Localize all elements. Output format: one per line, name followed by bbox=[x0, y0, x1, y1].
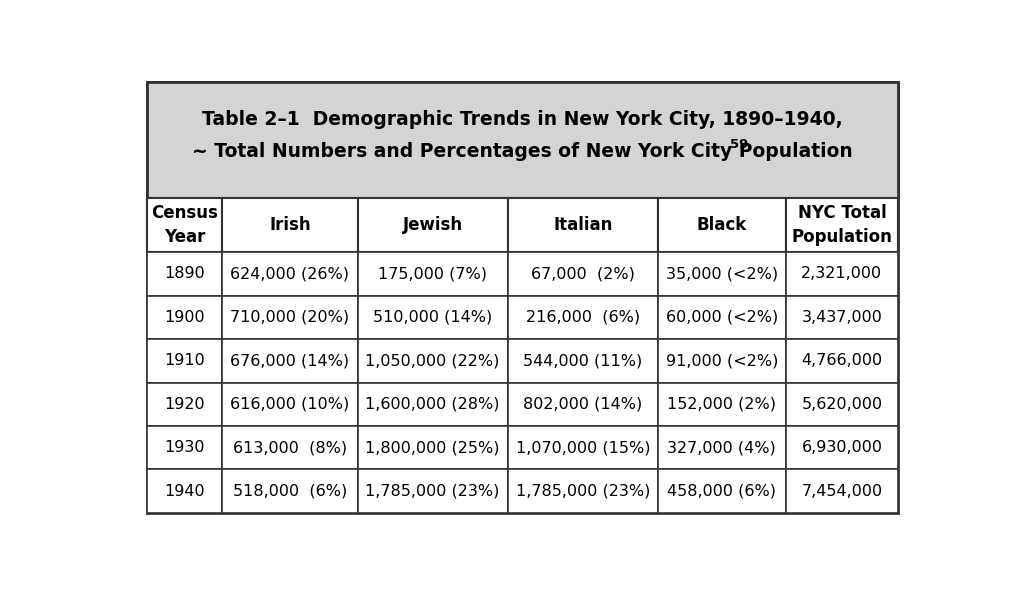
Bar bbox=[147, 198, 898, 252]
Text: 152,000 (2%): 152,000 (2%) bbox=[666, 397, 775, 412]
Text: Irish: Irish bbox=[269, 216, 311, 234]
Text: 6,930,000: 6,930,000 bbox=[801, 440, 881, 455]
Bar bbox=[507, 339, 657, 382]
Text: ~ Total Numbers and Percentages of New York City Population: ~ Total Numbers and Percentages of New Y… bbox=[193, 142, 852, 161]
Bar bbox=[785, 339, 898, 382]
Bar bbox=[358, 469, 507, 513]
Bar bbox=[657, 382, 785, 426]
Text: 91,000 (<2%): 91,000 (<2%) bbox=[665, 353, 777, 368]
Text: 327,000 (4%): 327,000 (4%) bbox=[666, 440, 775, 455]
Text: 3,437,000: 3,437,000 bbox=[801, 310, 881, 325]
Text: 4,766,000: 4,766,000 bbox=[801, 353, 881, 368]
Text: 613,000  (8%): 613,000 (8%) bbox=[232, 440, 346, 455]
Bar bbox=[358, 426, 507, 469]
Bar bbox=[507, 296, 657, 339]
Text: 2,321,000: 2,321,000 bbox=[801, 266, 881, 282]
Bar bbox=[358, 382, 507, 426]
Bar bbox=[785, 296, 898, 339]
Text: 1,785,000 (23%): 1,785,000 (23%) bbox=[516, 484, 649, 499]
Text: 710,000 (20%): 710,000 (20%) bbox=[230, 310, 350, 325]
Bar bbox=[222, 198, 358, 252]
Bar bbox=[222, 382, 358, 426]
Text: 5,620,000: 5,620,000 bbox=[801, 397, 881, 412]
Text: 1,070,000 (15%): 1,070,000 (15%) bbox=[515, 440, 649, 455]
Bar bbox=[222, 252, 358, 296]
Bar bbox=[147, 252, 222, 296]
Text: Table 2–1  Demographic Trends in New York City, 1890–1940,: Table 2–1 Demographic Trends in New York… bbox=[202, 110, 843, 129]
Text: 544,000 (11%): 544,000 (11%) bbox=[523, 353, 642, 368]
Text: 1910: 1910 bbox=[164, 353, 205, 368]
Bar bbox=[147, 426, 222, 469]
Text: 59: 59 bbox=[730, 138, 747, 151]
Text: 616,000 (10%): 616,000 (10%) bbox=[230, 397, 350, 412]
Bar bbox=[785, 426, 898, 469]
Bar bbox=[147, 82, 898, 198]
Bar bbox=[657, 426, 785, 469]
Text: 1,800,000 (25%): 1,800,000 (25%) bbox=[365, 440, 499, 455]
Bar bbox=[147, 382, 222, 426]
Bar bbox=[222, 339, 358, 382]
Bar bbox=[358, 252, 507, 296]
Bar bbox=[657, 198, 785, 252]
Text: Jewish: Jewish bbox=[403, 216, 463, 234]
Bar bbox=[657, 296, 785, 339]
Bar bbox=[358, 296, 507, 339]
Text: Italian: Italian bbox=[552, 216, 612, 234]
Bar bbox=[358, 339, 507, 382]
Bar bbox=[507, 382, 657, 426]
Bar bbox=[222, 296, 358, 339]
Bar bbox=[147, 296, 222, 339]
Text: 802,000 (14%): 802,000 (14%) bbox=[523, 397, 642, 412]
Text: 1920: 1920 bbox=[164, 397, 205, 412]
Bar bbox=[507, 198, 657, 252]
Text: 518,000  (6%): 518,000 (6%) bbox=[232, 484, 346, 499]
Text: 7,454,000: 7,454,000 bbox=[801, 484, 881, 499]
Bar bbox=[507, 469, 657, 513]
Text: 510,000 (14%): 510,000 (14%) bbox=[373, 310, 492, 325]
Text: 1,050,000 (22%): 1,050,000 (22%) bbox=[365, 353, 499, 368]
Text: 624,000 (26%): 624,000 (26%) bbox=[230, 266, 350, 282]
Bar bbox=[657, 339, 785, 382]
Bar bbox=[147, 469, 222, 513]
Bar bbox=[147, 198, 222, 252]
Bar bbox=[785, 469, 898, 513]
Bar bbox=[785, 198, 898, 252]
Text: 1900: 1900 bbox=[164, 310, 205, 325]
Text: 1930: 1930 bbox=[164, 440, 205, 455]
Text: 175,000 (7%): 175,000 (7%) bbox=[378, 266, 487, 282]
Bar bbox=[657, 469, 785, 513]
Text: Black: Black bbox=[696, 216, 746, 234]
Bar bbox=[222, 469, 358, 513]
Text: 1,600,000 (28%): 1,600,000 (28%) bbox=[365, 397, 499, 412]
Text: 1,785,000 (23%): 1,785,000 (23%) bbox=[365, 484, 499, 499]
Bar bbox=[657, 252, 785, 296]
Bar bbox=[358, 198, 507, 252]
Text: 60,000 (<2%): 60,000 (<2%) bbox=[665, 310, 777, 325]
Text: Census
Year: Census Year bbox=[151, 204, 218, 246]
Bar bbox=[222, 426, 358, 469]
Bar bbox=[785, 382, 898, 426]
Text: 35,000 (<2%): 35,000 (<2%) bbox=[665, 266, 777, 282]
Text: 1940: 1940 bbox=[164, 484, 205, 499]
Bar bbox=[507, 252, 657, 296]
Text: 1890: 1890 bbox=[164, 266, 205, 282]
Bar bbox=[147, 339, 222, 382]
Bar bbox=[785, 252, 898, 296]
Bar bbox=[507, 426, 657, 469]
Text: 458,000 (6%): 458,000 (6%) bbox=[666, 484, 775, 499]
Text: NYC Total
Population: NYC Total Population bbox=[791, 204, 892, 246]
Text: 67,000  (2%): 67,000 (2%) bbox=[530, 266, 634, 282]
Text: 676,000 (14%): 676,000 (14%) bbox=[230, 353, 350, 368]
Text: 216,000  (6%): 216,000 (6%) bbox=[525, 310, 639, 325]
